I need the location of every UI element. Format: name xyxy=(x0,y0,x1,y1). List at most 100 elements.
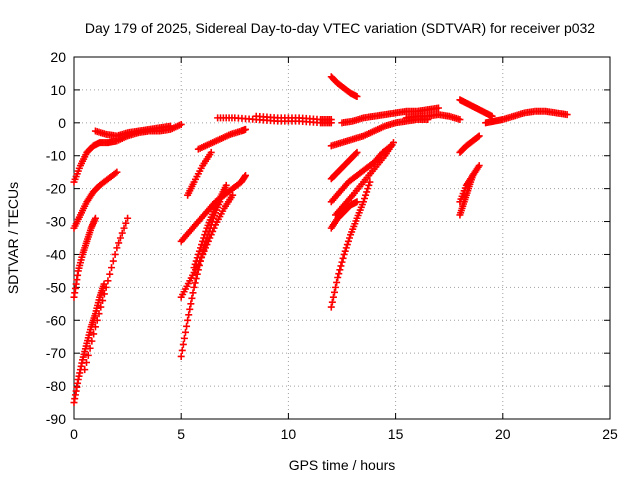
series-arc-28 xyxy=(456,171,477,219)
data-point xyxy=(229,191,237,199)
data-point xyxy=(202,227,210,235)
series-arc-26 xyxy=(456,132,483,156)
data-point xyxy=(104,277,112,285)
data-point xyxy=(330,288,338,296)
data-point xyxy=(111,169,119,177)
data-point xyxy=(195,261,203,269)
data-point xyxy=(195,247,203,255)
data-point xyxy=(363,188,371,196)
y-tick-label: -10 xyxy=(46,148,66,164)
data-point xyxy=(343,241,351,249)
data-point xyxy=(201,231,209,239)
data-point xyxy=(86,344,94,352)
series-arc-17 xyxy=(338,104,442,127)
series-arc-05 xyxy=(70,280,108,407)
data-point xyxy=(386,143,394,151)
data-point xyxy=(178,346,186,354)
data-point xyxy=(327,116,335,124)
series-arc-15 xyxy=(327,73,361,100)
y-tick-label: -30 xyxy=(46,214,66,230)
data-point xyxy=(336,266,344,274)
data-point xyxy=(353,148,361,156)
y-tick-label: 10 xyxy=(50,82,66,98)
data-point xyxy=(199,237,207,245)
data-point xyxy=(188,294,196,302)
data-point xyxy=(113,168,121,176)
data-point xyxy=(184,316,192,324)
data-point xyxy=(456,116,464,124)
data-point xyxy=(194,266,202,274)
data-point xyxy=(352,150,360,158)
data-point xyxy=(186,305,194,313)
data-point xyxy=(329,293,337,301)
data-point xyxy=(434,104,442,112)
chart-title: Day 179 of 2025, Sidereal Day-to-day VTE… xyxy=(85,20,595,36)
data-point xyxy=(359,198,367,206)
x-tick-label: 0 xyxy=(70,426,78,442)
series-arc-24 xyxy=(456,96,496,120)
data-point xyxy=(222,181,230,189)
data-point xyxy=(365,181,373,189)
data-point xyxy=(353,92,361,100)
data-point xyxy=(166,122,174,130)
data-point xyxy=(242,125,250,133)
data-point xyxy=(183,322,191,330)
data-point xyxy=(90,330,98,338)
series-arc-12 xyxy=(194,125,250,153)
series-arc-18 xyxy=(402,111,464,124)
series-arc-19 xyxy=(327,148,361,183)
x-axis-label: GPS time / hours xyxy=(289,457,396,473)
series-arc-08 xyxy=(177,191,237,301)
data-point xyxy=(116,234,124,242)
x-tick-label: 25 xyxy=(602,426,618,442)
data-point xyxy=(179,340,187,348)
y-tick-label: 20 xyxy=(50,49,66,65)
data-point xyxy=(102,283,110,291)
x-tick-label: 15 xyxy=(388,426,404,442)
data-point xyxy=(124,214,132,222)
data-point xyxy=(366,178,374,186)
data-point xyxy=(108,264,116,272)
data-point xyxy=(115,239,123,247)
series-arc-22 xyxy=(327,142,395,206)
data-point xyxy=(99,297,107,305)
data-point xyxy=(342,244,350,252)
data-point xyxy=(192,275,200,283)
series-arc-14 xyxy=(252,112,335,124)
data-point xyxy=(120,224,128,232)
data-point xyxy=(337,262,345,270)
data-point xyxy=(333,278,341,286)
data-point xyxy=(191,260,199,268)
y-tick-label: -50 xyxy=(46,279,66,295)
data-point xyxy=(563,111,571,119)
data-point xyxy=(192,257,200,265)
series-arc-06 xyxy=(81,214,132,374)
data-point xyxy=(95,310,103,318)
data-point xyxy=(207,148,215,156)
data-point xyxy=(91,214,99,222)
data-point xyxy=(193,254,201,262)
series-arc-25 xyxy=(482,107,571,127)
series-arc-02 xyxy=(91,122,174,140)
data-point xyxy=(194,250,202,258)
series-arc-04 xyxy=(70,214,99,301)
data-point xyxy=(362,191,370,199)
data-series xyxy=(70,73,571,407)
data-point xyxy=(364,185,372,193)
data-point xyxy=(181,328,189,336)
data-point xyxy=(353,198,361,206)
data-point xyxy=(361,195,369,203)
x-tick-label: 20 xyxy=(495,426,511,442)
data-point xyxy=(191,279,199,287)
data-point xyxy=(334,273,342,281)
data-point xyxy=(106,270,114,278)
y-tick-label: -70 xyxy=(46,345,66,361)
data-point xyxy=(335,270,343,278)
data-point xyxy=(113,244,121,252)
data-point xyxy=(200,234,208,242)
data-point xyxy=(83,359,91,367)
series-arc-09 xyxy=(177,198,224,360)
data-point xyxy=(81,366,89,374)
data-point xyxy=(111,250,119,258)
